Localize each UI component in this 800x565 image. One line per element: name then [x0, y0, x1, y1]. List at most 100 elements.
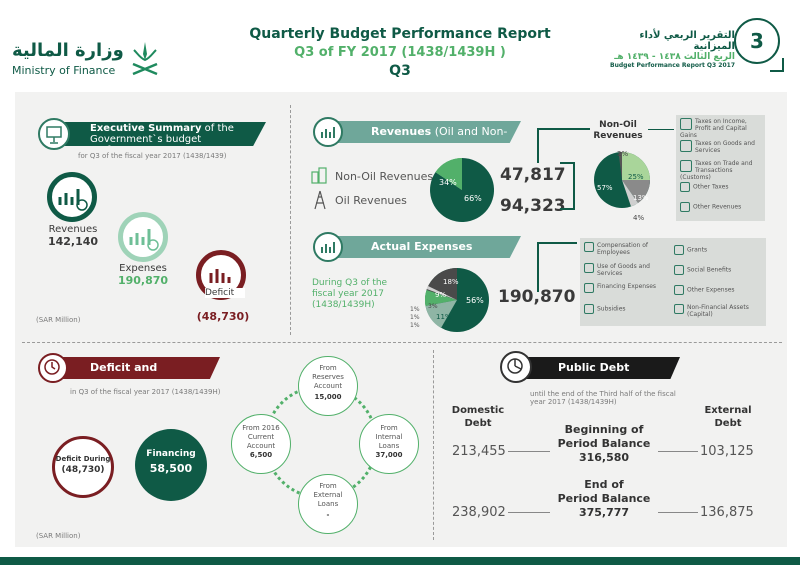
nonoil-legend-box	[676, 115, 765, 221]
footer-stripe	[0, 557, 800, 565]
nonoil-value: 47,817	[500, 165, 566, 185]
revenue-connector	[537, 128, 590, 163]
deficit-band: Deficit and Financing	[52, 357, 220, 379]
domestic-label-2: Debt	[464, 418, 492, 429]
oil-rig-icon	[312, 190, 328, 210]
current-label-1: From 2016	[242, 424, 280, 432]
legend-arrow	[648, 129, 674, 130]
exec-title-line2: Government`s budget performance	[90, 134, 202, 146]
exp-legend-goods-text: Use of Goods and Services	[597, 263, 650, 277]
legend-othertax-item: Other Taxes	[680, 182, 762, 192]
financing-icon	[584, 283, 594, 293]
report-quarter: Q3	[389, 63, 411, 79]
nonoil-revenues-label: Non-Oil Revenues	[335, 170, 434, 183]
header-right-en: Budget Performance Report Q3 2017	[610, 62, 735, 69]
nonoil-pct-13: 13%	[633, 194, 649, 202]
trade-icon	[680, 160, 692, 172]
exp-pct-11: 11%	[436, 313, 452, 321]
exp-pct-1a: 1%	[410, 306, 420, 313]
begin-domestic: 213,455	[452, 444, 506, 459]
exec-band: Executive Summary of the Government`s bu…	[52, 122, 266, 146]
nonoil-title-line2: Revenues	[593, 131, 643, 141]
debt-subtitle-2: year 2017 (1438/1439H)	[530, 398, 617, 406]
current-label-3: Account	[246, 442, 276, 450]
exec-subtitle: for Q3 of the fiscal year 2017 (1438/143…	[78, 152, 227, 160]
exp-slice-18	[426, 268, 457, 300]
quarter-badge-number: 3	[750, 29, 764, 53]
pie-oil-pct: 66%	[464, 194, 482, 203]
reserves-value: 15,000	[314, 393, 342, 401]
percent-icon	[680, 118, 692, 130]
ministry-name-ar: وزارة المالية	[12, 40, 124, 61]
exec-revenues-label: Revenues	[48, 224, 98, 235]
external-label-1: External	[704, 405, 752, 416]
domestic-label-1: Domestic	[451, 405, 505, 416]
report-subtitle: Q3 of FY 2017 (1438/1439H )	[294, 45, 506, 60]
exp-legend-comp: Compensation of Employees	[584, 242, 670, 256]
reserves-circle: From Reserves Account 15,000	[298, 356, 358, 416]
deficit-title: Deficit and Financing	[90, 361, 158, 374]
nonoil-slice-4	[622, 180, 638, 207]
exec-deficit-label: Deficit	[205, 288, 245, 298]
expense-connector	[537, 242, 577, 292]
end-external: 136,875	[700, 505, 754, 520]
oil-value: 94,323	[500, 196, 566, 216]
exp-legend-financing-text: Financing Expenses	[597, 283, 657, 290]
current-label-2: Current	[247, 433, 275, 441]
end-label-1: End of	[584, 478, 624, 491]
exp-legend-comp-text: Compensation of Employees	[597, 242, 648, 256]
tax-document-icon	[680, 182, 690, 192]
revenues-icon	[47, 172, 97, 222]
external-label-1: From	[319, 482, 337, 490]
pie-slice-oil	[430, 158, 494, 222]
begin-balance: Beginning of Period Balance 316,580	[552, 423, 656, 465]
money-bag-icon	[680, 202, 690, 212]
header-right-ar1: التقرير الربعي لأداء الميزانية	[639, 30, 735, 52]
legend-goods-text: Taxes on Goods and Services	[695, 140, 755, 154]
divider-horizontal	[22, 342, 782, 343]
financing-label: Financing	[146, 449, 196, 459]
legend-othertax-text: Other Taxes	[693, 183, 729, 191]
ministry-name-en: Ministry of Finance	[12, 64, 116, 77]
expenses-band: Actual Expenses	[333, 236, 521, 258]
exec-deficit-value: (48,730)	[196, 310, 250, 323]
expenses-title: Actual Expenses	[371, 240, 473, 253]
deficit-during-circle: Deficit During (48,730)	[52, 436, 114, 498]
goods-icon	[584, 263, 594, 273]
end-external-line	[658, 512, 698, 513]
subsidies-icon	[584, 304, 594, 314]
deficit-during-value: (48,730)	[61, 465, 105, 475]
nonoil-slice-13	[622, 180, 650, 203]
legend-otherrev-item: Other Revenues	[680, 202, 762, 212]
exp-slice-11	[425, 300, 457, 328]
exp-pct-18: 18%	[443, 278, 459, 286]
debt-band: Public Debt	[520, 357, 680, 379]
expenses-during-line2: fiscal year 2017	[312, 289, 385, 299]
exp-legend-subsidies: Subsidies	[584, 304, 670, 314]
employees-icon	[584, 242, 594, 252]
nonoil-title-line1: Non-Oil	[599, 120, 637, 130]
external-loans-circle: From External Loans -	[298, 474, 358, 534]
internal-label-1: From	[380, 424, 398, 432]
external-debt-label: External Debt	[698, 404, 758, 430]
quarter-badge: 3	[734, 18, 780, 64]
debt-subtitle: until the end of the Third half of the f…	[530, 390, 676, 406]
revenues-title-rest: (Oil and Non-Oil)	[434, 125, 508, 138]
expenses-during-line3: (1438/1439H)	[312, 300, 375, 310]
deficit-during-label: Deficit During	[55, 455, 111, 463]
current-value: 6,500	[249, 451, 273, 459]
exp-pct-9: 9%	[435, 291, 447, 299]
revenue-bracket	[560, 162, 575, 210]
end-domestic-line	[508, 512, 550, 513]
revenues-band: Revenues (Oil and Non-Oil)	[333, 121, 521, 143]
exp-legend-goods: Use of Goods and Services	[584, 263, 670, 277]
exp-pct-3: 3%	[428, 303, 438, 310]
exp-legend-subsidies-text: Subsidies	[597, 305, 626, 313]
grants-icon	[674, 245, 684, 255]
nonoil-revenues-title: Non-Oil Revenues	[588, 120, 648, 142]
divider-vertical-bottom	[433, 350, 434, 540]
exec-title-rest: of the	[201, 123, 234, 134]
debt-pie-icon	[500, 351, 532, 383]
domestic-debt-label: Domestic Debt	[448, 404, 508, 430]
exec-revenues-value: 142,140	[47, 235, 99, 248]
